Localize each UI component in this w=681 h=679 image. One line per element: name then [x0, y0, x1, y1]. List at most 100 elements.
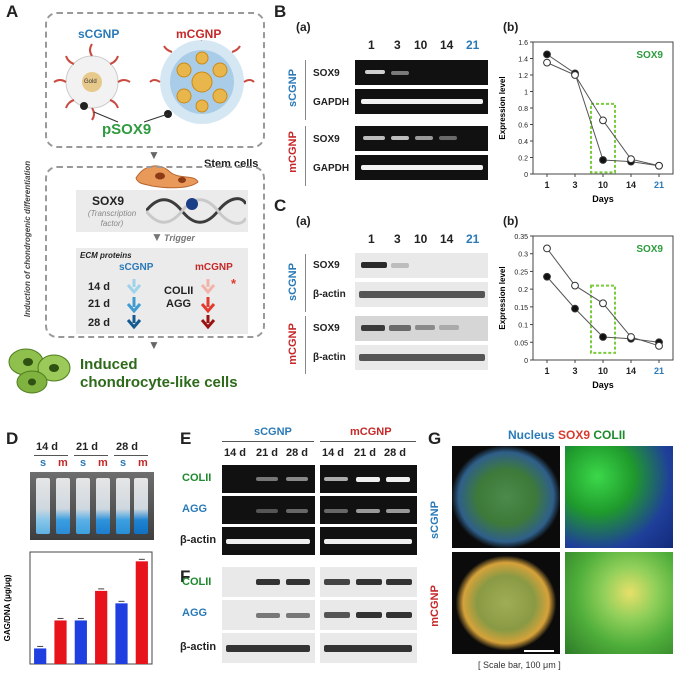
- stem-cells-illustration: [135, 165, 199, 189]
- series-1-point: [599, 299, 607, 308]
- panel-b-b-label: (b): [503, 20, 519, 34]
- b-sox9-2: SOX9: [313, 134, 340, 145]
- y-tick-label: 0.6: [518, 123, 528, 130]
- y-tick-label: 0.25: [514, 269, 528, 276]
- x-tick-label: 10: [598, 366, 608, 376]
- nanoparticle-illustration: [53, 40, 255, 124]
- mcgnp-gold-cores: [176, 51, 228, 113]
- d-day-21: 21 d: [76, 441, 99, 453]
- panel-f-label: F: [180, 567, 191, 586]
- arrow-down-icon: ▼: [148, 148, 160, 162]
- e-bactin-label: β-actin: [180, 534, 217, 546]
- f-blot-colii-m: [320, 567, 417, 597]
- c-blot-sox9-s: [355, 253, 488, 278]
- y-tick-label: 0.15: [514, 305, 528, 312]
- induced-label: Induced: [80, 356, 138, 373]
- y-tick-label: 0.4: [518, 139, 528, 146]
- dna-helix-icon: [146, 197, 246, 225]
- d-s-1: s: [40, 457, 47, 469]
- x-tick-label: 3: [572, 366, 577, 376]
- ecm-box: [76, 248, 248, 334]
- c-bactin-2: β-actin: [313, 352, 346, 363]
- lane-14: 14: [440, 38, 454, 52]
- b-bracket-1: [305, 60, 306, 120]
- x-tick-label: 1: [544, 366, 549, 376]
- g-image-mcgnp-low: [452, 552, 560, 654]
- ecm-mcgnp: mCGNP: [195, 262, 233, 273]
- series-0-point: [543, 272, 551, 281]
- e-gel-colii-s: [222, 465, 315, 493]
- bar: [34, 648, 47, 664]
- y-tick-label: 0.35: [514, 234, 528, 241]
- c-lane-21: 21: [466, 232, 480, 246]
- series-1-point: [655, 161, 663, 170]
- lane-3: 3: [394, 38, 401, 52]
- g-image-mcgnp-high: [565, 552, 673, 654]
- c-sox9-2: SOX9: [313, 323, 340, 334]
- ecm-agg: AGG: [166, 298, 192, 310]
- trigger-label: Trigger: [164, 233, 195, 243]
- series-1-point: [543, 58, 551, 67]
- g-scale-bar: [524, 650, 554, 652]
- panel-c-b-label: (b): [503, 214, 519, 228]
- induction-side-label: Induction of chondrogenic differentiatio…: [23, 160, 32, 318]
- panel-e-label: E: [180, 429, 192, 448]
- highlight-box: [590, 284, 616, 354]
- e-day-2: 21 d: [256, 447, 279, 459]
- ecm-day-28: 28 d: [88, 317, 111, 329]
- e-scgnp: sCGNP: [254, 426, 292, 438]
- y-axis-label: Expression level: [498, 266, 507, 329]
- e-gel-colii-m: [320, 465, 417, 493]
- series-1-point: [627, 155, 635, 164]
- d-s-2: s: [80, 457, 87, 469]
- highlight-box: [590, 102, 616, 174]
- e-underline-s: [222, 441, 314, 442]
- bar: [115, 603, 128, 664]
- b-scgnp-side: sCGNP: [287, 69, 299, 107]
- d-s-3: s: [120, 457, 127, 469]
- lane-21: 21: [466, 38, 480, 52]
- chart-title: SOX9: [636, 244, 663, 255]
- b-gel-sox9-m: [355, 126, 488, 151]
- g-mcgnp-side: mCGNP: [429, 585, 441, 627]
- mcgnp-arrows: [200, 279, 216, 330]
- chondrocyte-cells-illustration: [8, 348, 71, 394]
- d-m-3: m: [138, 457, 148, 469]
- e-gel-agg-s: [222, 496, 315, 524]
- ecm-day-21: 21 d: [88, 298, 111, 310]
- e-day-5: 21 d: [354, 447, 377, 459]
- scgnp-ligands: [53, 43, 131, 121]
- x-tick-label: 14: [626, 366, 636, 376]
- y-tick-label: 0.8: [518, 106, 528, 113]
- e-underline-m: [320, 441, 416, 442]
- e-gel-bactin-s: [222, 527, 315, 555]
- c-mcgnp-side: mCGNP: [287, 323, 299, 365]
- panel-a-bottom-box: [45, 166, 265, 338]
- e-gel-bactin-m: [320, 527, 417, 555]
- series-1-line: [546, 62, 660, 167]
- y-tick-label: 0.2: [518, 156, 528, 163]
- ecm-scgnp: sCGNP: [119, 262, 154, 273]
- c-blot-bactin-m: [355, 345, 488, 370]
- y-tick-label: 0: [524, 358, 528, 365]
- series-1-point: [543, 244, 551, 253]
- x-tick-label: 3: [572, 180, 577, 190]
- ecm-label: ECM proteins: [80, 251, 132, 260]
- x-tick-label: 1: [544, 180, 549, 190]
- panel-b-label: B: [274, 2, 287, 21]
- panel-g-label: G: [428, 429, 442, 448]
- y-tick-label: 1: [524, 90, 528, 97]
- b-gel-gapdh-m: [355, 155, 488, 180]
- c-bactin-1: β-actin: [313, 289, 346, 300]
- c-bracket-1: [305, 254, 306, 312]
- e-day-4: 14 d: [322, 447, 345, 459]
- series-1-line: [546, 248, 660, 347]
- panel-c-label: C: [274, 196, 287, 215]
- series-1-point: [655, 341, 663, 350]
- y-tick-label: 0.1: [518, 323, 528, 330]
- e-day-6: 28 d: [384, 447, 407, 459]
- plot-frame: [29, 551, 153, 665]
- d-day-28: 28 d: [116, 441, 139, 453]
- b-gel-gapdh-s: [355, 89, 488, 114]
- y-tick-label: 0.05: [514, 340, 528, 347]
